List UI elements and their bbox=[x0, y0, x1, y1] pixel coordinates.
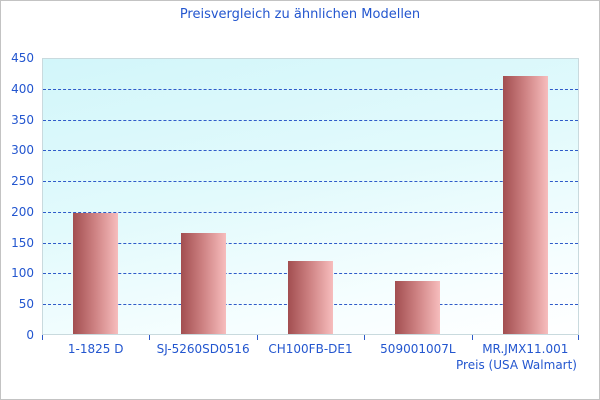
y-tick-label: 300 bbox=[11, 143, 34, 158]
bar bbox=[395, 280, 441, 334]
y-tick-label: 50 bbox=[18, 297, 34, 312]
x-tick-label: 1-1825 D bbox=[67, 342, 124, 356]
y-tick-label: 250 bbox=[11, 174, 34, 189]
x-tick-label: SJ-5260SD0516 bbox=[156, 342, 250, 356]
x-tick bbox=[364, 335, 366, 340]
y-tick-label: 200 bbox=[11, 204, 34, 219]
x-tick bbox=[256, 335, 258, 340]
bar bbox=[502, 76, 548, 334]
x-tick bbox=[578, 335, 579, 340]
x-axis-title: Preis (USA Walmart) bbox=[456, 358, 577, 372]
gridline bbox=[43, 119, 578, 121]
gridline bbox=[43, 181, 578, 183]
y-tick-label: 350 bbox=[11, 112, 34, 127]
gridline bbox=[43, 88, 578, 90]
x-tick-label: MR.JMX11.001 bbox=[482, 342, 569, 356]
y-tick-label: 0 bbox=[26, 328, 34, 342]
bar bbox=[288, 261, 333, 334]
x-tick-label: 509001007L bbox=[380, 342, 456, 356]
y-tick-label: 150 bbox=[11, 235, 34, 250]
gridline bbox=[43, 242, 578, 244]
bar bbox=[180, 233, 226, 334]
y-tick-label: 450 bbox=[11, 51, 34, 65]
y-tick-label: 100 bbox=[11, 266, 34, 281]
plot-area bbox=[42, 58, 579, 335]
x-tick-label: CH100FB-DE1 bbox=[268, 342, 353, 356]
x-tick bbox=[149, 335, 151, 340]
gridline bbox=[43, 211, 578, 213]
x-tick bbox=[471, 335, 473, 340]
gridline bbox=[43, 150, 578, 152]
x-tick bbox=[42, 335, 43, 340]
chart-title: Preisvergleich zu ähnlichen Modellen bbox=[179, 7, 421, 22]
bar bbox=[73, 213, 119, 334]
y-tick-label: 400 bbox=[11, 81, 34, 96]
